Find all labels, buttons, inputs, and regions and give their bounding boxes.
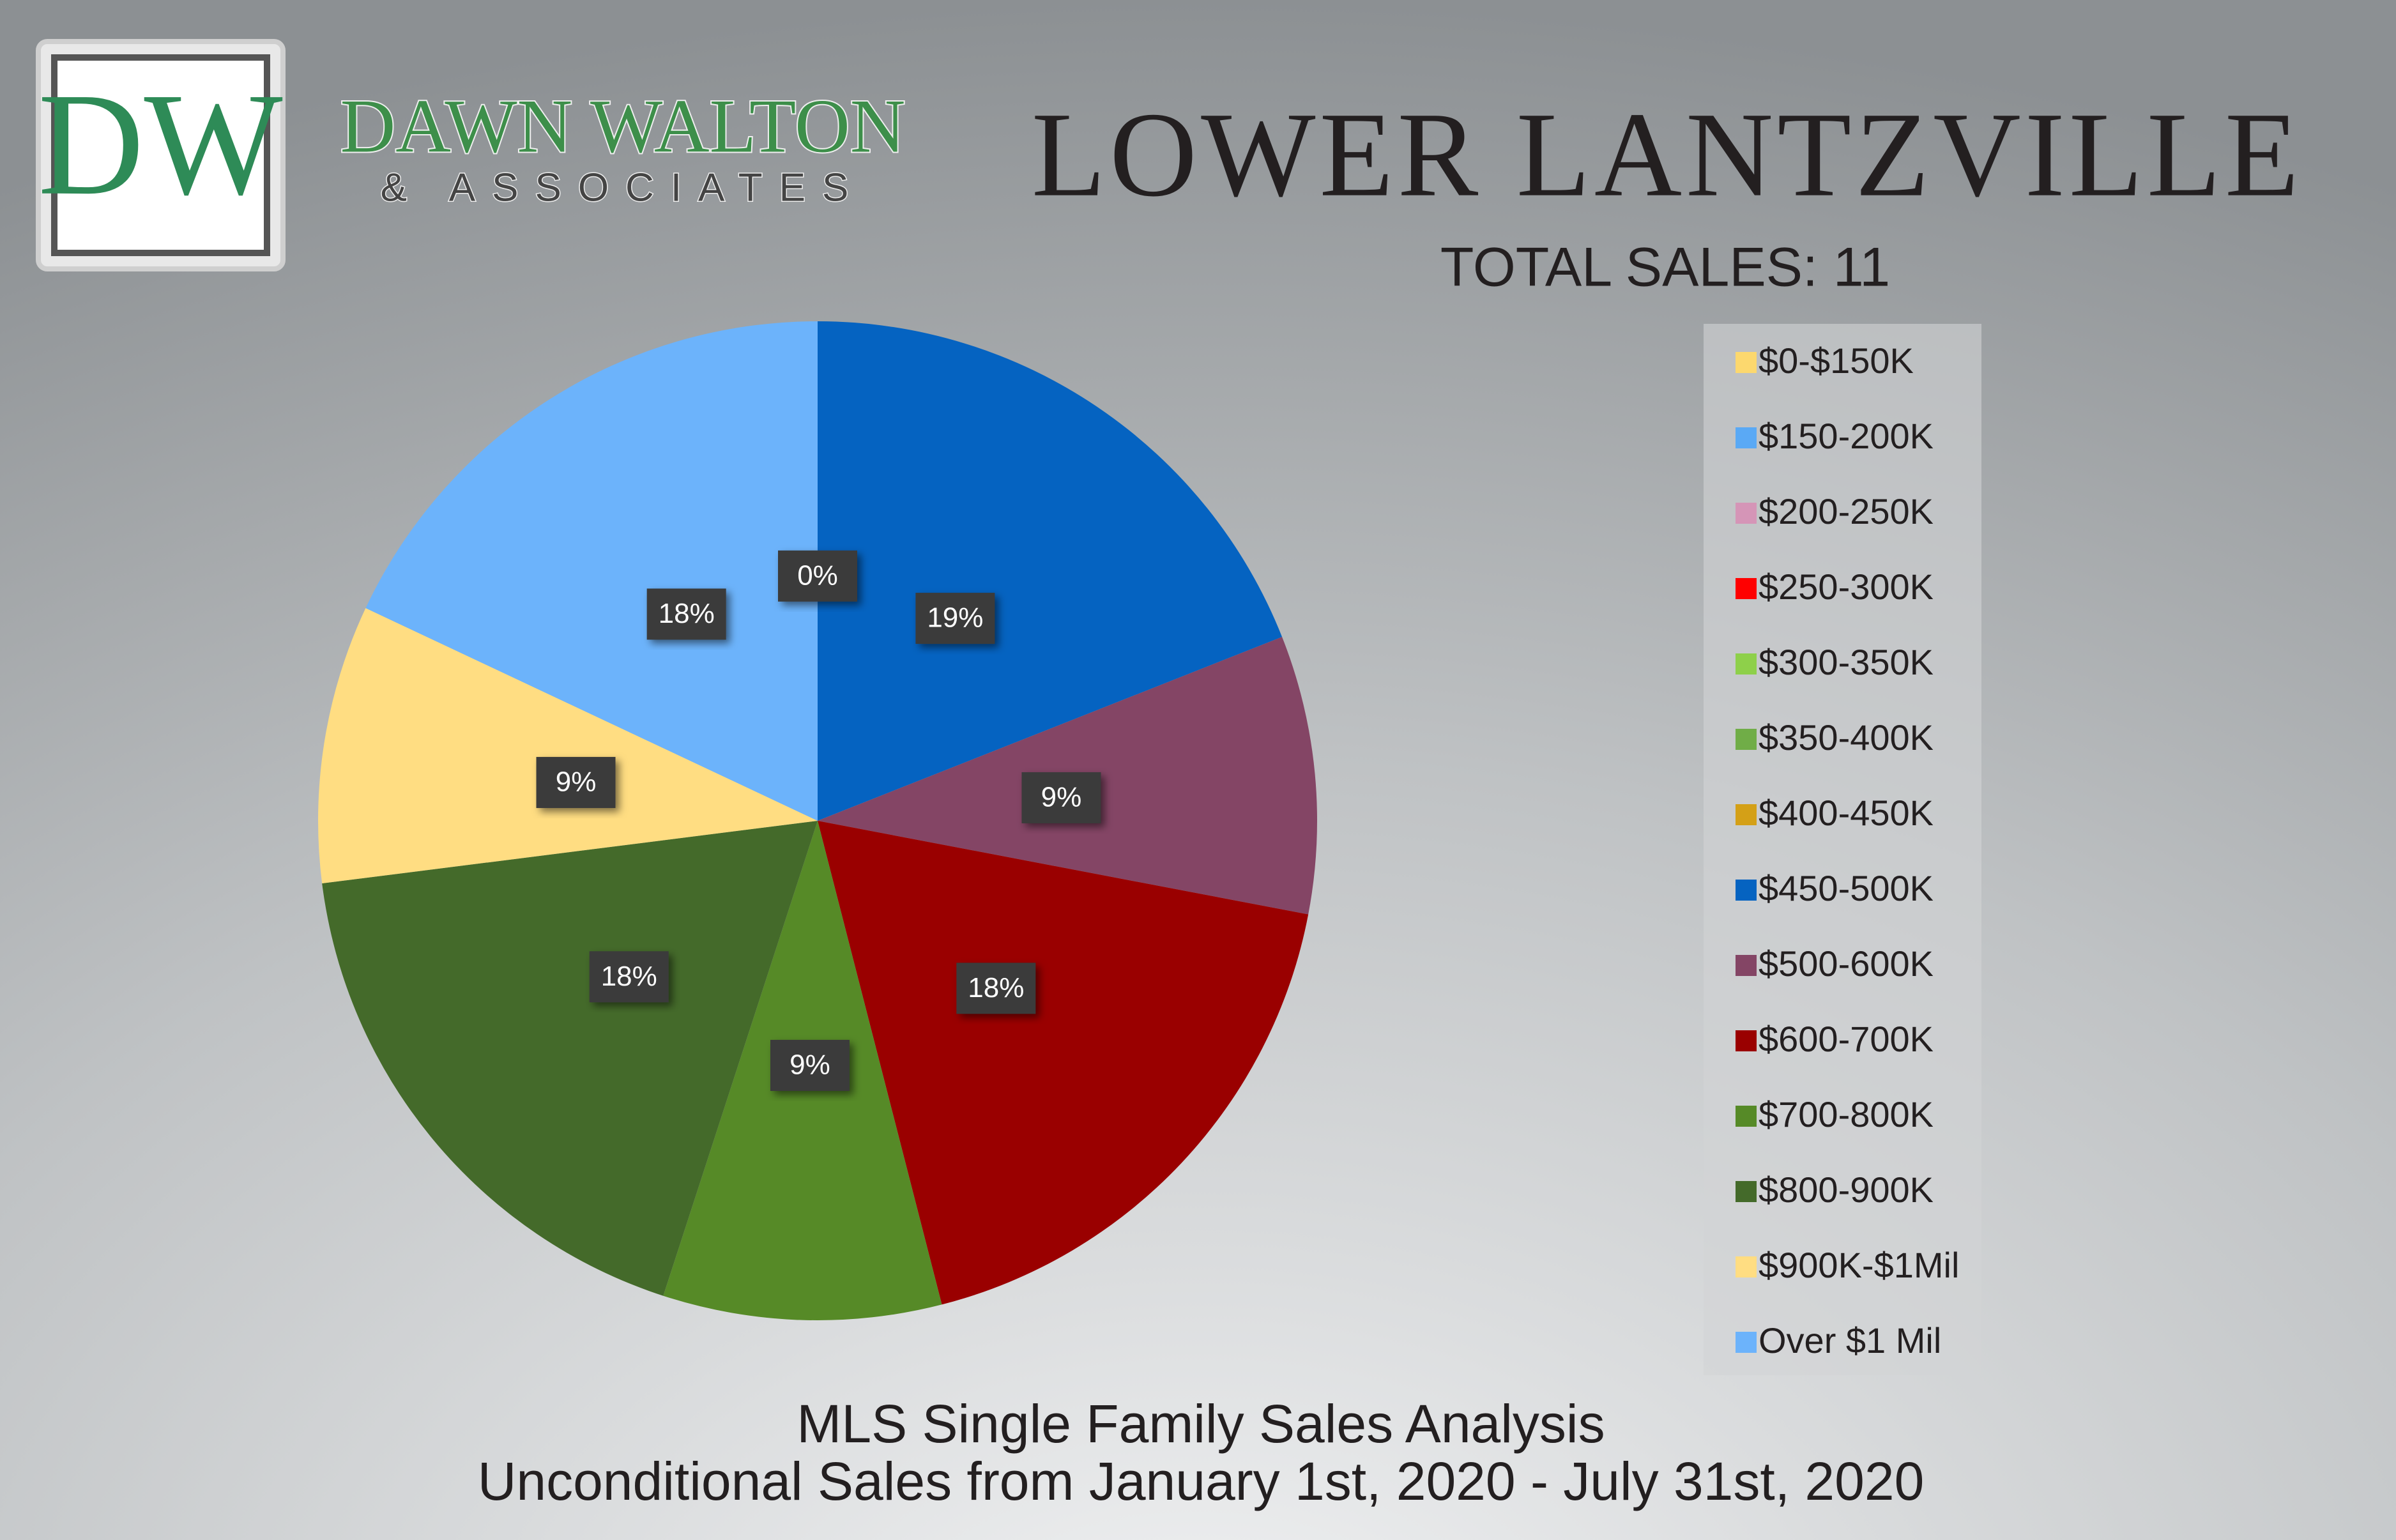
legend-swatch <box>1736 880 1757 901</box>
pie-slice <box>365 321 818 821</box>
legend-label: $450-500K <box>1759 868 1934 908</box>
legend-label: $300-350K <box>1759 642 1934 682</box>
data-label-box <box>1021 772 1101 823</box>
legend-label: $500-600K <box>1759 943 1934 984</box>
legend-swatch <box>1736 1030 1757 1051</box>
legend-label: $200-250K <box>1759 491 1934 531</box>
footer-line: Unconditional Sales from January 1st, 20… <box>478 1451 1925 1511</box>
pie-slice <box>818 821 1309 1305</box>
legend-label: $250-300K <box>1759 567 1934 607</box>
legend-swatch <box>1736 578 1757 599</box>
footer-line: MLS Single Family Sales Analysis <box>797 1394 1605 1454</box>
legend-swatch <box>1736 1256 1757 1277</box>
legend-label: $350-400K <box>1759 717 1934 758</box>
legend-swatch <box>1736 653 1757 675</box>
legend-swatch <box>1736 1106 1757 1127</box>
data-label-box <box>915 593 995 644</box>
chart-title: LOWER LANTZVILLE <box>1032 88 2303 222</box>
data-label-box <box>956 963 1036 1014</box>
logo-initials: DW <box>38 63 282 225</box>
data-label-box <box>536 757 616 809</box>
logo-name: DAWN WALTON <box>340 84 906 169</box>
legend-label: $150-200K <box>1759 416 1934 456</box>
data-label: 9% <box>790 1049 830 1081</box>
legend-swatch <box>1736 955 1757 976</box>
legend-label: $800-900K <box>1759 1170 1934 1210</box>
legend-label: $700-800K <box>1759 1094 1934 1134</box>
legend-label: $400-450K <box>1759 793 1934 833</box>
logo-tagline: & ASSOCIATES <box>381 165 866 210</box>
data-label-box <box>770 1039 850 1091</box>
pie-slice <box>322 821 818 1296</box>
legend-label: Over $1 Mil <box>1759 1320 1941 1361</box>
legend-label: $0-$150K <box>1759 340 1914 381</box>
data-label: 18% <box>659 598 715 629</box>
data-label: 19% <box>927 602 983 634</box>
legend-box <box>1704 324 1981 1375</box>
pie-slice <box>318 608 818 884</box>
legend-label: $600-700K <box>1759 1019 1934 1059</box>
data-label: 9% <box>556 766 597 798</box>
logo-box <box>51 54 270 256</box>
legend-swatch <box>1736 729 1757 750</box>
data-label-box <box>589 951 669 1003</box>
legend-swatch <box>1736 427 1757 448</box>
data-label: 18% <box>968 972 1024 1003</box>
data-label-box <box>778 550 857 602</box>
data-label-box <box>646 588 726 640</box>
data-label: 0% <box>797 560 838 591</box>
pie-slice <box>818 321 1283 821</box>
legend-swatch <box>1736 352 1757 373</box>
legend-swatch <box>1736 503 1757 524</box>
data-label: 9% <box>1041 782 1082 813</box>
legend-swatch <box>1736 804 1757 825</box>
legend-swatch <box>1736 1181 1757 1202</box>
legend-label: $900K-$1Mil <box>1759 1245 1959 1285</box>
data-label: 18% <box>601 961 657 992</box>
chart-subtitle: TOTAL SALES: 11 <box>1440 237 1890 298</box>
legend-swatch <box>1736 1332 1757 1353</box>
